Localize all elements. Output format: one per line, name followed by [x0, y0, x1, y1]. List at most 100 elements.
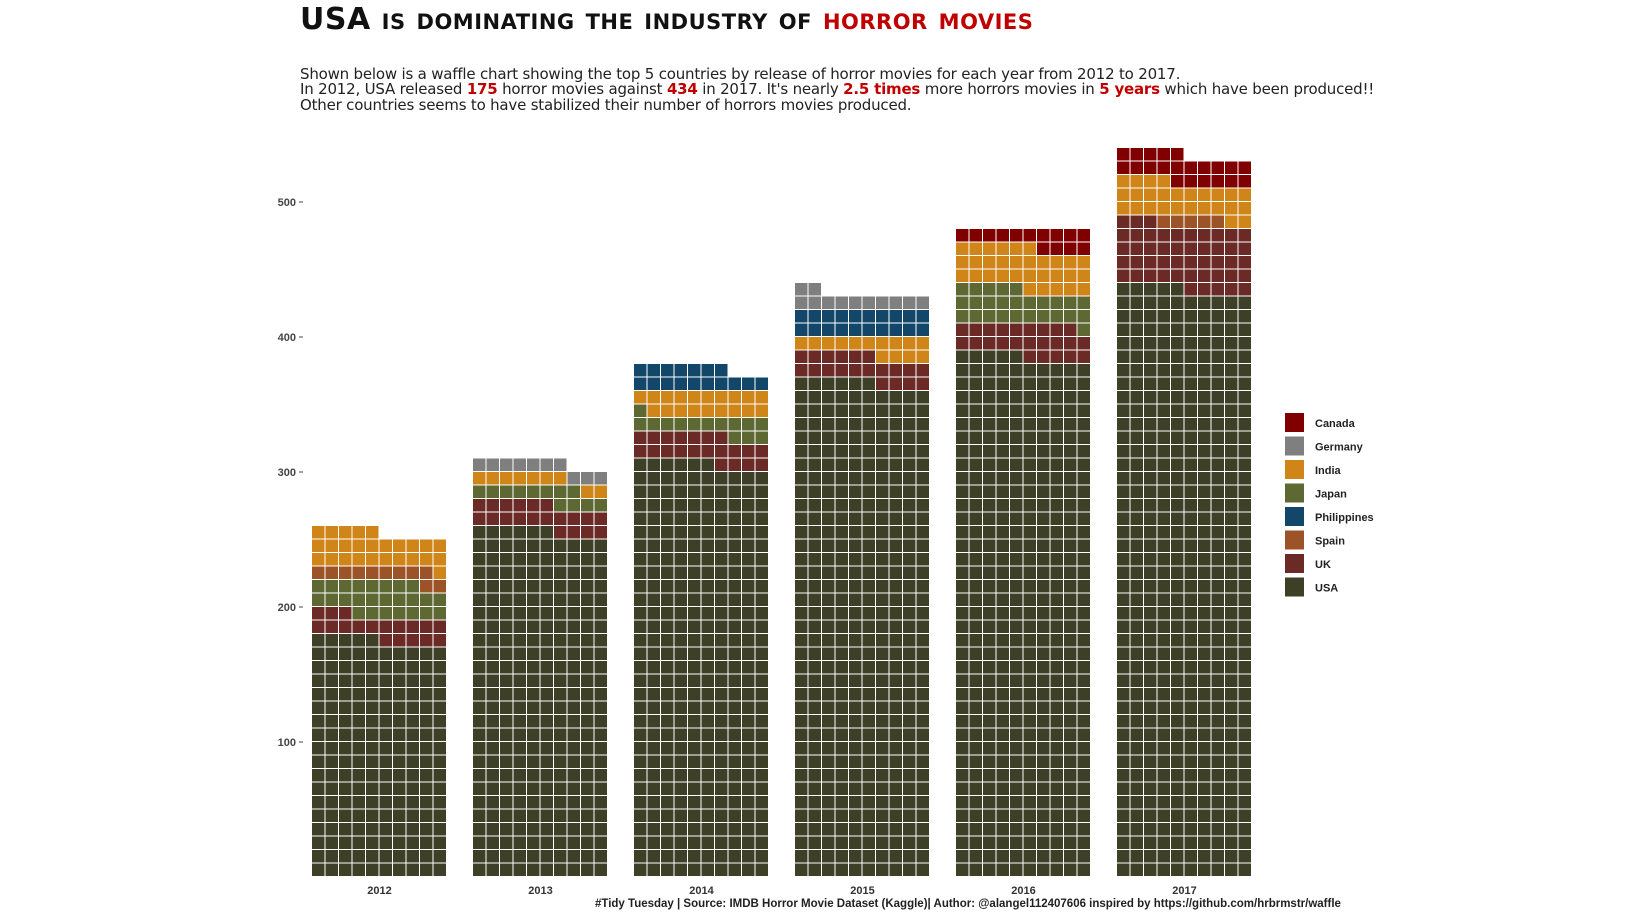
waffle-square-usa — [500, 728, 513, 741]
waffle-square-usa — [581, 836, 594, 849]
waffle-square-usa — [822, 472, 835, 485]
waffle-square-usa — [822, 647, 835, 660]
waffle-square-usa — [1184, 418, 1197, 431]
waffle-square-usa — [795, 539, 808, 552]
waffle-square-usa — [728, 620, 741, 633]
waffle-square-usa — [1050, 809, 1063, 822]
waffle-square-usa — [1077, 404, 1090, 417]
waffle-square-usa — [1225, 418, 1238, 431]
waffle-square-usa — [1144, 863, 1157, 876]
waffle-square-india — [822, 337, 835, 350]
waffle-square-usa — [540, 553, 553, 566]
waffle-square-usa — [366, 823, 379, 836]
subtitle-text: In 2012, USA released — [300, 80, 467, 98]
waffle-square-usa — [715, 836, 728, 849]
waffle-square-usa — [1225, 661, 1238, 674]
waffle-square-usa — [661, 634, 674, 647]
waffle-square-usa — [688, 742, 701, 755]
waffle-square-usa — [1225, 755, 1238, 768]
waffle-square-philippines — [674, 364, 687, 377]
waffle-square-usa — [1037, 674, 1050, 687]
waffle-square-usa — [916, 620, 929, 633]
waffle-square-japan — [554, 499, 567, 512]
waffle-square-usa — [1198, 350, 1211, 363]
waffle-square-usa — [1037, 472, 1050, 485]
waffle-square-usa — [500, 553, 513, 566]
waffle-square-usa — [1157, 539, 1170, 552]
waffle-square-spain — [420, 566, 433, 579]
waffle-square-usa — [339, 850, 352, 863]
waffle-square-usa — [527, 782, 540, 795]
waffle-square-usa — [540, 836, 553, 849]
waffle-square-usa — [849, 661, 862, 674]
waffle-square-usa — [849, 634, 862, 647]
waffle-square-germany — [795, 296, 808, 309]
waffle-square-uk — [1211, 242, 1224, 255]
waffle-square-usa — [1211, 485, 1224, 498]
waffle-square-usa — [594, 782, 607, 795]
waffle-square-usa — [755, 607, 768, 620]
waffle-square-usa — [1144, 593, 1157, 606]
waffle-square-usa — [527, 850, 540, 863]
waffle-square-uk — [822, 350, 835, 363]
waffle-square-usa — [742, 796, 755, 809]
waffle-square-usa — [1023, 742, 1036, 755]
waffle-square-usa — [795, 863, 808, 876]
waffle-square-usa — [862, 728, 875, 741]
waffle-square-usa — [433, 647, 446, 660]
waffle-square-uk — [1117, 242, 1130, 255]
waffle-square-usa — [996, 647, 1009, 660]
waffle-square-india — [1023, 283, 1036, 296]
waffle-square-usa — [1050, 796, 1063, 809]
waffle-square-japan — [486, 485, 499, 498]
waffle-square-usa — [1238, 337, 1251, 350]
waffle-square-usa — [862, 512, 875, 525]
waffle-square-usa — [540, 796, 553, 809]
waffle-square-usa — [379, 742, 392, 755]
waffle-square-usa — [1198, 688, 1211, 701]
waffle-square-usa — [1077, 431, 1090, 444]
waffle-square-india — [674, 404, 687, 417]
waffle-square-usa — [755, 809, 768, 822]
waffle-square-usa — [1184, 458, 1197, 471]
waffle-square-usa — [647, 701, 660, 714]
waffle-square-usa — [969, 445, 982, 458]
waffle-square-uk — [1198, 283, 1211, 296]
waffle-square-usa — [795, 593, 808, 606]
waffle-square-india — [1037, 269, 1050, 282]
waffle-square-usa — [1077, 755, 1090, 768]
waffle-square-germany — [473, 458, 486, 471]
waffle-square-usa — [1064, 431, 1077, 444]
waffle-square-usa — [715, 850, 728, 863]
waffle-square-philippines — [742, 377, 755, 390]
waffle-square-uk — [795, 350, 808, 363]
waffle-square-usa — [903, 674, 916, 687]
waffle-square-usa — [1225, 350, 1238, 363]
waffle-square-uk — [876, 364, 889, 377]
waffle-square-uk — [728, 458, 741, 471]
waffle-square-usa — [366, 755, 379, 768]
waffle-square-philippines — [661, 377, 674, 390]
waffle-square-usa — [420, 688, 433, 701]
waffle-square-usa — [647, 566, 660, 579]
waffle-square-usa — [755, 755, 768, 768]
waffle-square-canada — [1211, 175, 1224, 188]
waffle-square-usa — [688, 458, 701, 471]
waffle-square-usa — [513, 566, 526, 579]
waffle-square-usa — [849, 809, 862, 822]
waffle-square-usa — [688, 836, 701, 849]
waffle-square-usa — [889, 526, 902, 539]
waffle-square-japan — [527, 485, 540, 498]
waffle-square-usa — [1050, 512, 1063, 525]
waffle-square-usa — [903, 647, 916, 660]
waffle-square-usa — [661, 769, 674, 782]
waffle-square-philippines — [688, 377, 701, 390]
waffle-square-philippines — [647, 364, 660, 377]
x-tick-label: 2014 — [689, 885, 714, 897]
waffle-square-usa — [1198, 377, 1211, 390]
waffle-square-usa — [701, 728, 714, 741]
waffle-square-germany — [540, 458, 553, 471]
waffle-square-usa — [1184, 296, 1197, 309]
waffle-square-usa — [701, 809, 714, 822]
waffle-square-usa — [969, 728, 982, 741]
